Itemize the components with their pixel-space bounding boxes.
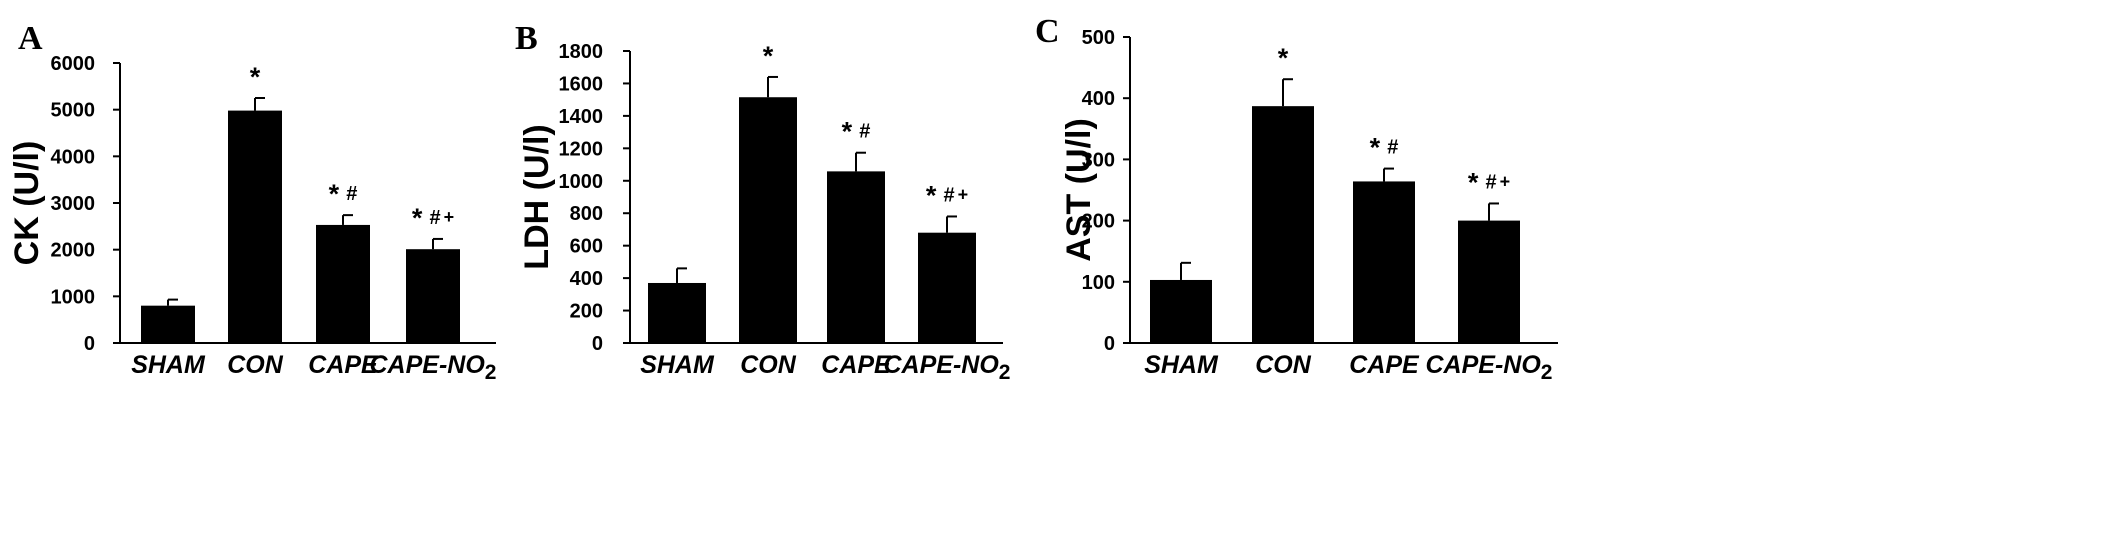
bar-con <box>228 110 282 343</box>
panel-letter: B <box>515 20 538 57</box>
y-tick-label: 400 <box>570 268 603 290</box>
significance-label: * <box>763 41 774 71</box>
bar-con <box>739 97 797 343</box>
y-tick-label: 600 <box>570 236 603 258</box>
y-tick-label: 300 <box>1082 149 1115 171</box>
significance-label: * # <box>842 117 871 147</box>
significance-label: * <box>1278 43 1289 73</box>
significance-label: * # <box>329 179 358 209</box>
bar-con <box>1252 106 1314 343</box>
x-tick-label: CON <box>1255 351 1312 379</box>
y-tick-label: 200 <box>1082 211 1115 233</box>
bar-sham <box>141 305 195 343</box>
chart-panel-b: B LDH (U/l) 0 200 400 600 800 1000 1200 1400 1600 1… <box>515 20 1010 384</box>
y-tick-label: 4000 <box>51 146 96 168</box>
x-tick-label: CAPE <box>1349 351 1420 379</box>
x-tick-label: SHAM <box>640 351 715 379</box>
y-tick-label: 400 <box>1082 88 1115 110</box>
y-tick-label: 500 <box>1082 27 1115 49</box>
y-tick-label: 800 <box>570 203 603 225</box>
panel-letter: A <box>18 20 43 57</box>
bar-sham <box>1150 279 1212 343</box>
y-tick-label: 0 <box>592 333 603 355</box>
y-tick-label: 0 <box>1104 333 1115 355</box>
y-tick-label: 6000 <box>51 53 96 75</box>
bar-sham <box>648 282 706 343</box>
y-axis-label: AST (U/l) <box>1060 118 1098 262</box>
x-tick-label: CAPE-NO2 <box>1426 351 1553 384</box>
y-axis-label: LDH (U/l) <box>518 124 556 269</box>
x-tick-label: CON <box>740 351 797 379</box>
chart-panel-c: C AST (U/l) 0 100 200 300 400 500 SHAM * CON * # CAPE… <box>1035 13 1558 384</box>
bar-cape <box>827 171 885 343</box>
y-tick-label: 5000 <box>51 100 96 122</box>
bar-cape <box>316 224 370 343</box>
x-tick-label: CAPE-NO2 <box>884 351 1011 384</box>
bar-cape-no2 <box>406 249 460 343</box>
y-tick-label: 200 <box>570 301 603 323</box>
x-tick-label: CON <box>227 351 284 379</box>
x-tick-label: CAPE <box>308 351 379 379</box>
y-tick-label: 1600 <box>559 73 604 95</box>
x-tick-label: CAPE <box>821 351 892 379</box>
x-tick-label: CAPE-NO2 <box>370 351 497 384</box>
y-tick-label: 3000 <box>51 193 96 215</box>
x-tick-label: SHAM <box>131 351 206 379</box>
y-tick-label: 1200 <box>559 138 604 160</box>
y-axis-label: CK (U/l) <box>8 141 46 266</box>
panel-letter: C <box>1035 13 1060 50</box>
chart-panel-a: A CK (U/l) 0 1000 2000 3000 4000 5000 6000 SHAM * C… <box>8 20 496 384</box>
significance-label: * <box>250 62 261 92</box>
y-tick-label: 2000 <box>51 240 96 262</box>
y-tick-label: 100 <box>1082 272 1115 294</box>
y-tick-label: 1000 <box>559 171 604 193</box>
bar-cape-no2 <box>1458 220 1520 343</box>
bar-cape-no2 <box>918 232 976 343</box>
bar-cape <box>1353 181 1415 343</box>
significance-label: * # <box>1370 133 1399 163</box>
significance-label: * # + <box>1468 167 1510 197</box>
significance-label: * # + <box>412 203 454 233</box>
x-tick-label: SHAM <box>1144 351 1219 379</box>
y-tick-label: 1000 <box>51 286 96 308</box>
significance-label: * # + <box>926 180 968 210</box>
y-tick-label: 1800 <box>559 41 604 63</box>
y-tick-label: 0 <box>84 333 95 355</box>
y-tick-label: 1400 <box>559 106 604 128</box>
